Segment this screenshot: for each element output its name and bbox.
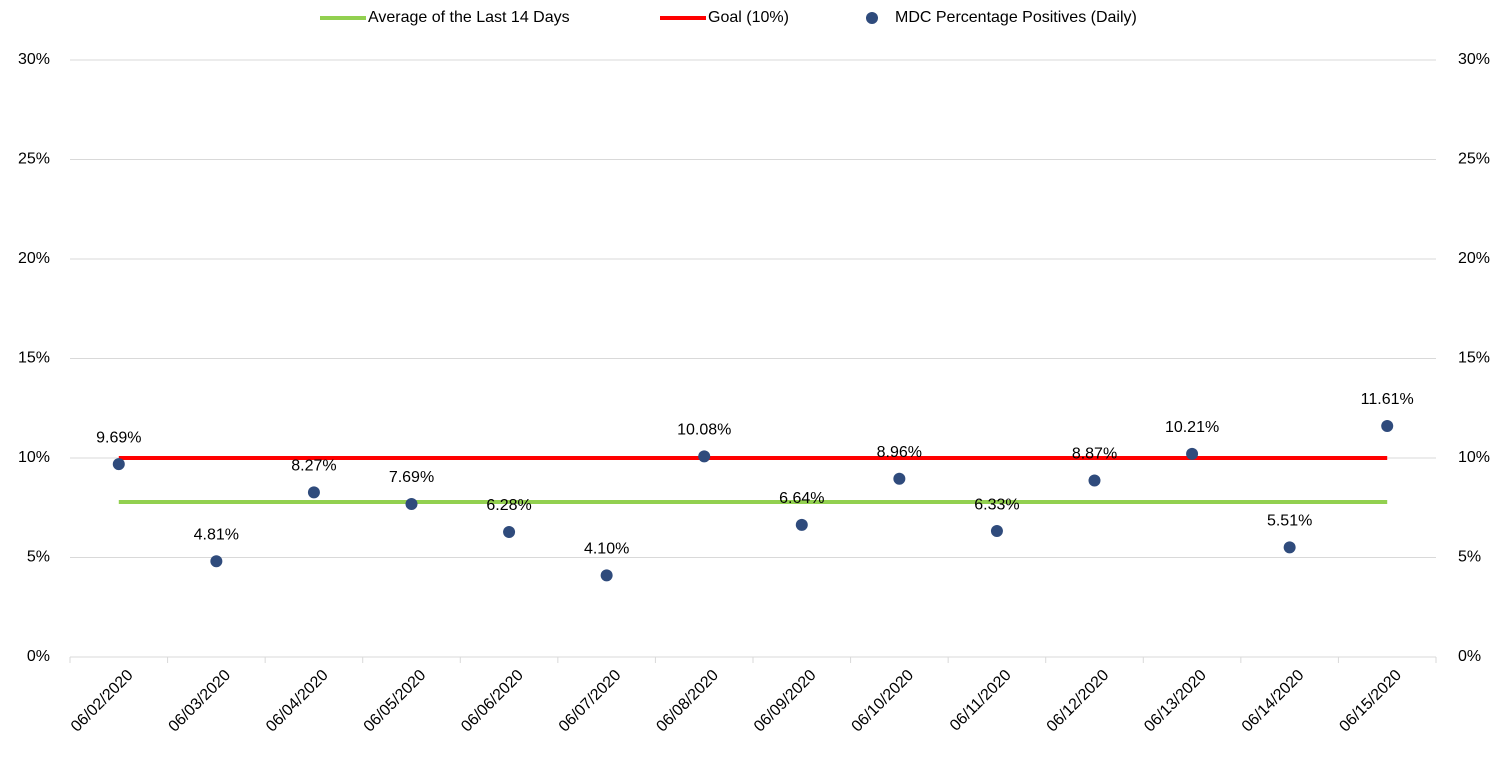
data-label: 10.08%: [677, 422, 731, 439]
data-label: 4.81%: [194, 526, 239, 543]
y-tick-label: 20%: [18, 250, 50, 267]
x-tick-label: 06/08/2020: [653, 667, 722, 736]
data-label: 10.21%: [1165, 419, 1219, 436]
data-label: 6.28%: [486, 497, 531, 514]
legend-label: MDC Percentage Positives (Daily): [895, 9, 1137, 26]
data-point: [698, 450, 711, 463]
x-tick-label: 06/03/2020: [166, 667, 235, 736]
data-label: 6.64%: [779, 490, 824, 507]
y2-tick-label: 25%: [1458, 151, 1490, 168]
data-point: [1186, 447, 1199, 460]
data-point: [990, 525, 1003, 538]
y2-tick-label: 10%: [1458, 449, 1490, 466]
data-label: 5.51%: [1267, 513, 1312, 530]
y2-tick-label: 15%: [1458, 350, 1490, 367]
y2-tick-label: 5%: [1458, 549, 1481, 566]
data-label: 8.87%: [1072, 446, 1117, 463]
data-label: 8.27%: [291, 458, 336, 475]
x-tick-label: 06/12/2020: [1044, 667, 1113, 736]
data-label: 4.10%: [584, 541, 629, 558]
x-tick-label: 06/09/2020: [751, 667, 820, 736]
data-label: 11.61%: [1361, 391, 1414, 408]
x-tick-label: 06/10/2020: [849, 667, 918, 736]
x-tick-label: 06/06/2020: [458, 667, 527, 736]
data-point: [307, 486, 320, 499]
legend-marker: [866, 12, 878, 24]
x-tick-label: 06/11/2020: [947, 667, 1015, 735]
x-tick-label: 06/02/2020: [68, 667, 137, 736]
x-tick-label: 06/14/2020: [1239, 667, 1308, 736]
x-tick-label: 06/05/2020: [361, 667, 430, 736]
data-point: [1381, 419, 1394, 432]
data-label: 7.69%: [389, 469, 434, 486]
data-label: 8.96%: [877, 444, 922, 461]
y2-tick-label: 0%: [1458, 648, 1481, 665]
data-point: [600, 569, 613, 582]
data-point: [405, 497, 418, 510]
data-label: 9.69%: [96, 429, 141, 446]
data-label: 6.33%: [974, 496, 1019, 513]
data-point: [893, 472, 906, 485]
data-point: [1088, 474, 1101, 487]
y-tick-label: 0%: [27, 648, 50, 665]
legend-label: Goal (10%): [708, 9, 789, 26]
y-tick-label: 25%: [18, 151, 50, 168]
y-tick-label: 30%: [18, 51, 50, 68]
data-point: [1283, 541, 1296, 554]
x-tick-label: 06/04/2020: [263, 667, 332, 736]
y-tick-label: 10%: [18, 449, 50, 466]
y2-tick-label: 30%: [1458, 51, 1490, 68]
legend-label: Average of the Last 14 Days: [368, 9, 570, 26]
data-point: [795, 518, 808, 531]
data-point: [112, 458, 125, 471]
x-tick-label: 06/15/2020: [1336, 667, 1405, 736]
data-point: [210, 555, 223, 568]
y-tick-label: 15%: [18, 350, 50, 367]
y-tick-label: 5%: [27, 549, 50, 566]
x-tick-label: 06/13/2020: [1141, 667, 1210, 736]
data-point: [503, 526, 516, 539]
y2-tick-label: 20%: [1458, 250, 1490, 267]
x-tick-label: 06/07/2020: [556, 667, 625, 736]
